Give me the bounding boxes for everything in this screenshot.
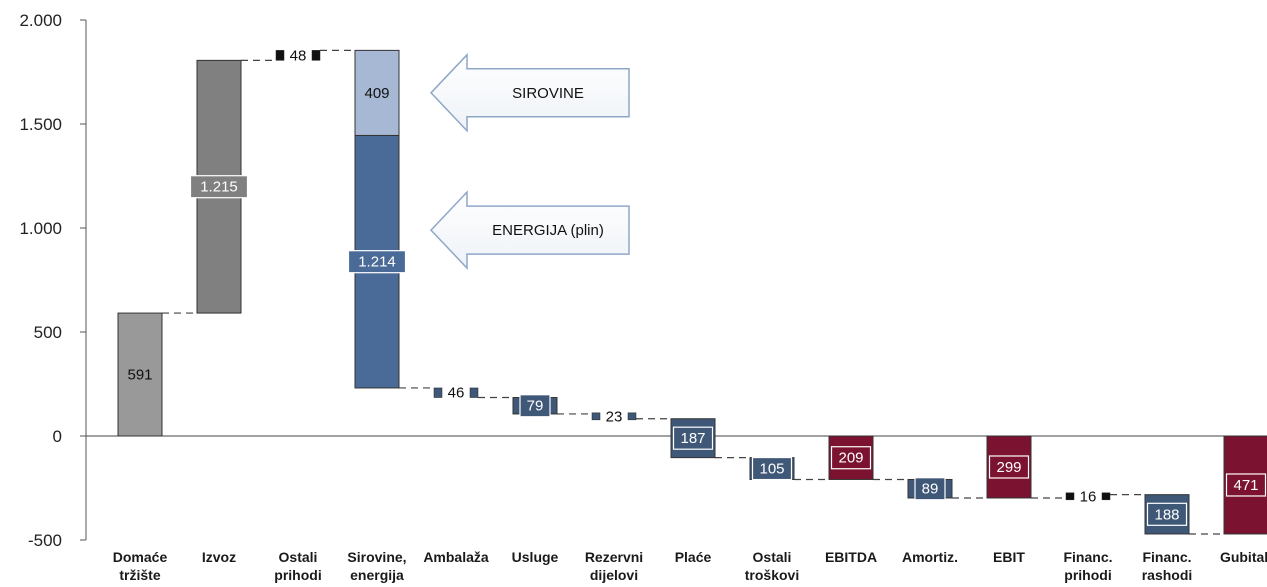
- data-label: 1.215: [200, 179, 238, 196]
- category-labels: Domaće tržište Izvoz Ostali prihodi Sirovine,…: [113, 549, 1267, 583]
- data-label: 48: [290, 47, 307, 64]
- category-label-line: Ambalaža: [423, 549, 489, 565]
- bar-segment: [117, 312, 163, 437]
- category-label: Sirovine, energija: [347, 549, 406, 583]
- bar-segment: [433, 387, 443, 398]
- category-label: Financ. prihodi: [1063, 549, 1112, 583]
- category-label: Plaće: [675, 549, 712, 565]
- category-label-line: Usluge: [512, 549, 559, 565]
- data-label: 16: [1080, 488, 1097, 505]
- data-label-box: [672, 426, 714, 450]
- bar-segment: [469, 387, 479, 398]
- data-label-box: [914, 477, 946, 501]
- data-label: 209: [838, 450, 863, 467]
- category-label-line: Amortiz.: [902, 549, 958, 565]
- category-label: Izvoz: [202, 549, 236, 565]
- category-label-line: Financ.: [1063, 549, 1112, 565]
- callouts: SIROVINE ENERGIJA (plin): [429, 52, 630, 270]
- data-label-box: [751, 456, 793, 481]
- category-label: Domaće tržište: [113, 549, 168, 583]
- category-label-line: rashodi: [1142, 567, 1193, 583]
- category-label: Rezervni dijelovi: [585, 549, 643, 583]
- callout-label: SIROVINE: [512, 85, 584, 102]
- data-label-box: [830, 446, 872, 470]
- category-label: Ambalaža: [423, 549, 489, 565]
- category-label-line: troškovi: [745, 567, 799, 583]
- bar-segment: [627, 412, 637, 421]
- callout-arrow: [429, 52, 630, 133]
- category-label-line: EBIT: [993, 549, 1025, 565]
- category-label-line: energija: [350, 567, 404, 583]
- bar-segment: [311, 50, 321, 61]
- category-label: Ostali troškovi: [745, 549, 799, 583]
- data-label-box: [988, 455, 1030, 479]
- data-label: 188: [1154, 506, 1179, 523]
- data-label: 23: [606, 408, 623, 425]
- callout-arrow: [429, 190, 630, 270]
- category-label: Ostali prihodi: [274, 549, 321, 583]
- bar-segment: [275, 50, 285, 61]
- category-label: Financ. rashodi: [1142, 549, 1193, 583]
- data-label: 79: [527, 398, 544, 415]
- category-label-line: Izvoz: [202, 549, 236, 565]
- y-tick-label: 1.500: [19, 115, 62, 134]
- category-label-line: Sirovine,: [347, 549, 406, 565]
- data-label-box: [189, 175, 249, 199]
- data-label: 471: [1233, 477, 1258, 494]
- category-label-line: Gubitak: [1220, 549, 1267, 565]
- callout-label: ENERGIJA (plin): [492, 222, 604, 239]
- category-label-line: Domaće: [113, 549, 168, 565]
- y-tick-label: -500: [28, 531, 62, 550]
- category-label: EBITDA: [825, 549, 877, 565]
- data-label-box: [1225, 473, 1267, 497]
- bar-segment: [354, 49, 400, 136]
- category-label-line: Plaće: [675, 549, 712, 565]
- y-tick-label: 0: [53, 427, 62, 446]
- category-label-line: Financ.: [1142, 549, 1191, 565]
- data-label-box: [1146, 502, 1188, 526]
- category-label: Usluge: [512, 549, 559, 565]
- data-label: 409: [364, 85, 389, 102]
- data-label: 89: [922, 481, 939, 498]
- data-label: 1.214: [358, 254, 396, 271]
- y-tick-label: 2.000: [19, 11, 62, 30]
- category-label-line: prihodi: [274, 567, 321, 583]
- y-tick-label: 1.000: [19, 219, 62, 238]
- data-label: 591: [127, 367, 152, 384]
- data-label: 299: [996, 459, 1021, 476]
- data-label: 187: [680, 430, 705, 447]
- category-label-line: tržište: [119, 567, 160, 583]
- connector-lines: [162, 49, 1224, 535]
- category-label: Amortiz.: [902, 549, 958, 565]
- category-label-line: dijelovi: [590, 567, 638, 583]
- bar-segment: [1101, 492, 1111, 501]
- category-label-line: Ostali: [279, 549, 318, 565]
- bars: [117, 49, 1267, 535]
- data-label-box: [519, 394, 551, 418]
- category-label-line: EBITDA: [825, 549, 877, 565]
- y-tick-label: 500: [34, 323, 62, 342]
- category-label: EBIT: [993, 549, 1025, 565]
- category-label-line: prihodi: [1064, 567, 1111, 583]
- data-label: 105: [759, 461, 784, 478]
- bar-segment: [591, 412, 601, 421]
- category-label-line: Rezervni: [585, 549, 643, 565]
- data-label: 46: [448, 385, 465, 402]
- data-label-box: [347, 250, 407, 274]
- category-label: Gubitak: [1220, 549, 1267, 565]
- bar-segment: [1065, 492, 1075, 501]
- category-label-line: Ostali: [753, 549, 792, 565]
- data-labels: 591 1.215 48 1.214 409 46 79 23 187 105 209 89 299 16…: [127, 47, 1267, 526]
